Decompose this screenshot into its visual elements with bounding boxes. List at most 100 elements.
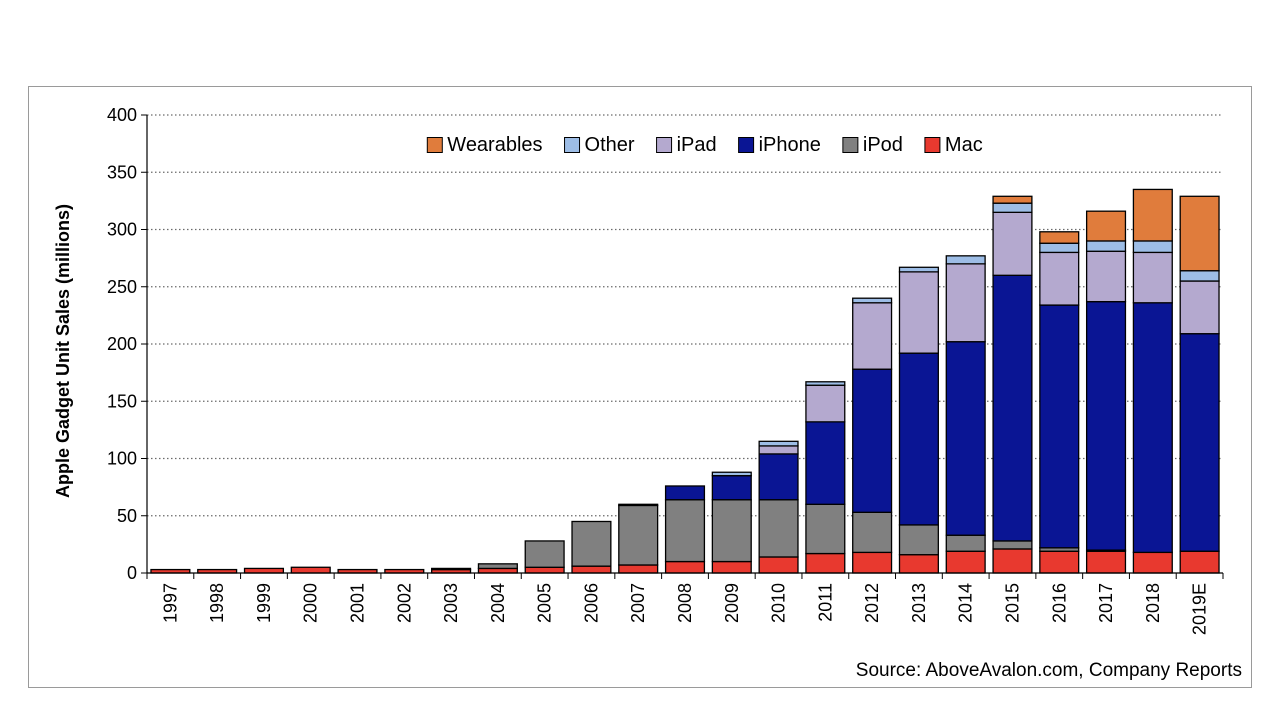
bar-segment-ipad-2015 — [992, 211, 1033, 276]
x-tick-label: 2008 — [675, 583, 695, 623]
bar-segment-ipod-2006 — [571, 520, 612, 567]
bar-segment-mac-2007 — [618, 564, 659, 574]
x-tick-label: 2018 — [1143, 583, 1163, 623]
bar-segment-iphone-2010 — [758, 453, 799, 501]
bar-segment-mac-2015 — [992, 548, 1033, 574]
x-tick-label: 2002 — [394, 583, 414, 623]
legend-label-wearables: Wearables — [447, 134, 542, 156]
bar-segment-ipad-2017 — [1085, 250, 1127, 303]
bar-segment-other-2012 — [852, 297, 893, 304]
bar-segment-ipod-2007 — [618, 504, 659, 566]
y-tick-label: 350 — [107, 162, 137, 182]
x-tick-label: 2011 — [815, 583, 835, 622]
source-note: Source: AboveAvalon.com, Company Reports — [855, 660, 1242, 681]
x-tick-label: 2013 — [909, 583, 929, 623]
bar-segment-mac-2010 — [758, 556, 799, 574]
bar-segment-iphone-2017 — [1085, 300, 1127, 551]
bar-segment-ipod-2003 — [431, 567, 472, 571]
stacked-bar-chart: 0 50 100 150 200 250 300 350 400 1997 1998 1999 2000… — [53, 105, 1224, 635]
bar-segment-iphone-2018 — [1132, 302, 1173, 554]
y-tick-label: 100 — [107, 449, 137, 469]
y-tick-label: 300 — [107, 220, 137, 240]
x-tick-label: 1998 — [207, 583, 227, 623]
x-tick-label: 2005 — [535, 583, 555, 623]
bar-segment-mac-2011 — [805, 552, 846, 574]
bar-segment-other-2013 — [898, 266, 939, 273]
bar-segment-wearables-2017 — [1085, 210, 1127, 242]
bar-segment-mac-2004 — [477, 567, 518, 574]
y-tick-label: 50 — [117, 506, 137, 526]
bar-segment-ipod-2014 — [945, 534, 986, 552]
x-tick-label: 2000 — [301, 583, 321, 623]
bar-segment-ipad-2011 — [805, 384, 846, 423]
bars — [150, 188, 1220, 574]
bar-segment-mac-2014 — [945, 550, 986, 574]
bar-segment-iphone-2013 — [898, 352, 939, 526]
bar-segment-other-2014 — [945, 255, 986, 265]
bar-segment-mac-2012 — [852, 551, 893, 574]
bar-segment-ipod-2009 — [711, 499, 752, 563]
bar-segment-other-2011 — [805, 381, 846, 386]
bar-segment-ipad-2014 — [945, 263, 986, 343]
x-tick-label: 2019E — [1190, 583, 1210, 635]
x-tick-label: 1997 — [160, 583, 180, 623]
legend-label-iphone: iPhone — [759, 134, 821, 156]
bar-segment-ipad-2010 — [758, 445, 799, 455]
bar-segment-wearables-2018 — [1132, 188, 1173, 242]
bar-segment-ipod-2013 — [898, 524, 939, 556]
x-tick-label: 2016 — [1049, 583, 1069, 623]
bar-segment-other-2015 — [992, 202, 1033, 213]
bar-segment-other-2019e — [1179, 270, 1220, 282]
bar-segment-mac-1999 — [243, 567, 285, 574]
legend-swatch-mac — [924, 137, 941, 153]
bar-segment-iphone-2009 — [711, 475, 752, 501]
bar-segment-other-2009 — [711, 471, 752, 477]
bar-segment-ipad-2019e — [1179, 280, 1220, 335]
legend-swatch-ipad — [656, 137, 673, 153]
x-tick-label: 2001 — [348, 583, 368, 623]
bar-segment-iphone-2011 — [805, 421, 846, 505]
x-tick-label: 2003 — [441, 583, 461, 623]
x-tick-label: 2009 — [722, 583, 742, 623]
x-tick-label: 2006 — [581, 583, 601, 623]
y-tick-label: 200 — [107, 334, 137, 354]
legend-label-ipad: iPad — [677, 134, 717, 156]
x-tick-label: 2014 — [956, 583, 976, 623]
bar-segment-ipad-2012 — [852, 302, 893, 370]
bar-segment-mac-2013 — [898, 554, 939, 574]
bar-segment-other-2017 — [1085, 240, 1127, 252]
legend: Wearables Other iPad iPhone iPod Mac — [426, 134, 983, 156]
x-tick-label: 1999 — [254, 583, 274, 623]
bar-segment-mac-2018 — [1132, 551, 1173, 574]
bar-segment-iphone-2012 — [852, 368, 893, 513]
bar-segment-mac-2009 — [711, 560, 752, 574]
bar-segment-ipod-2008 — [664, 499, 706, 563]
x-tick-label: 2004 — [488, 583, 508, 623]
bar-segment-mac-2008 — [664, 560, 706, 574]
bar-segment-iphone-2008 — [664, 485, 706, 501]
bar-segment-ipod-2005 — [524, 540, 565, 568]
bar-segment-other-2010 — [758, 440, 799, 447]
bar-segment-mac-2006 — [571, 565, 612, 574]
bar-segment-wearables-2019e — [1179, 195, 1220, 272]
bar-segment-ipad-2013 — [898, 271, 939, 354]
y-tick-label: 0 — [127, 563, 137, 583]
bar-segment-other-2018 — [1132, 240, 1173, 254]
bar-segment-mac-2016 — [1039, 550, 1080, 574]
bar-segment-wearables-2015 — [992, 195, 1033, 204]
x-tick-label: 2012 — [862, 583, 882, 623]
bar-segment-ipad-2016 — [1039, 251, 1080, 306]
x-tick-label: 2017 — [1096, 583, 1116, 623]
y-tick-label: 250 — [107, 277, 137, 297]
x-tick-label: 2010 — [769, 583, 789, 623]
bar-segment-mac-2017 — [1085, 550, 1127, 574]
bar-segment-ipod-2004 — [477, 563, 518, 570]
x-tick-label: 2015 — [1002, 583, 1022, 623]
bar-segment-iphone-2014 — [945, 341, 986, 536]
legend-label-other: Other — [585, 134, 635, 156]
y-tick-label: 400 — [107, 105, 137, 125]
bar-segment-ipod-2012 — [852, 511, 893, 554]
bar-segment-ipod-2010 — [758, 499, 799, 558]
bar-segment-iphone-2015 — [992, 274, 1033, 542]
bar-segment-ipad-2018 — [1132, 251, 1173, 304]
